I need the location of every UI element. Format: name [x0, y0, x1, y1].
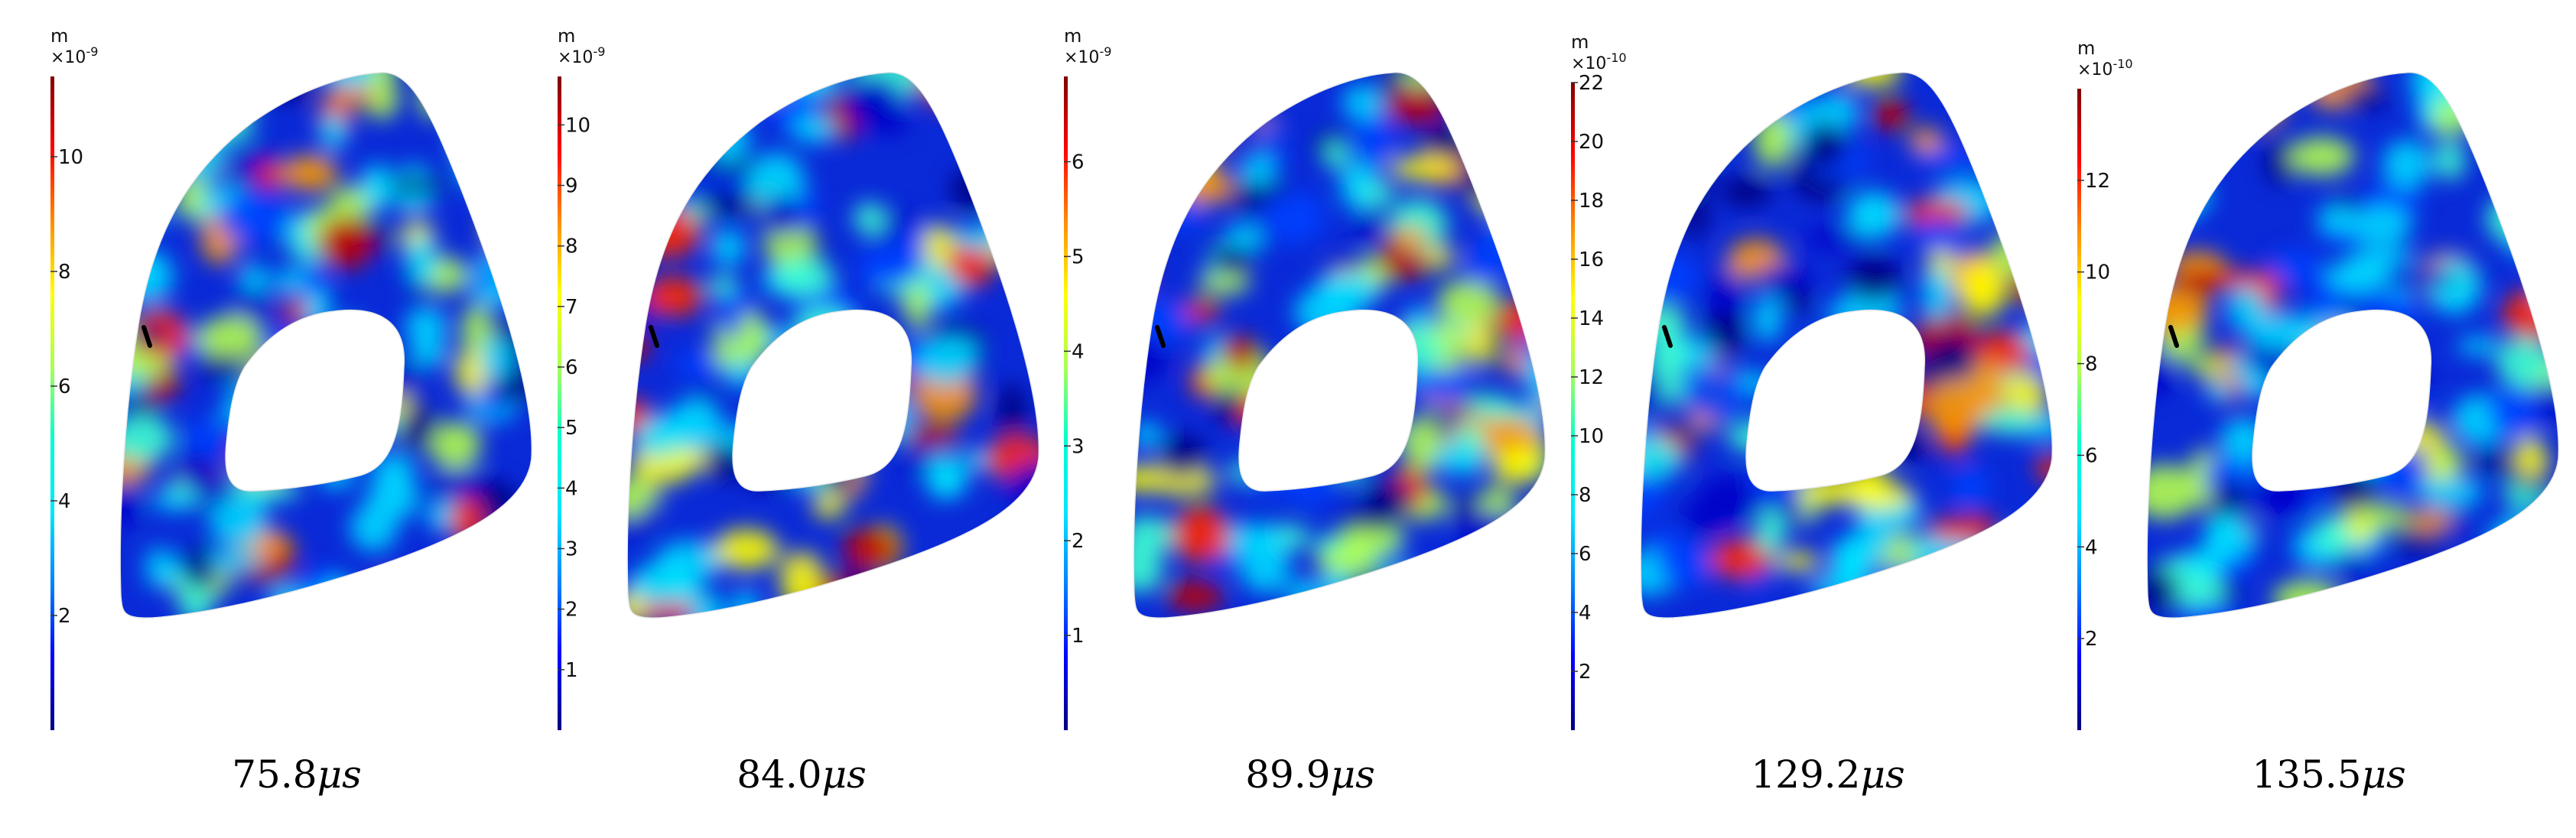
source-marker [141, 325, 152, 348]
domain-outline [1133, 71, 1547, 619]
colorbar-tick-label: 9 [565, 175, 578, 198]
panel-5: m×10-10 12 10 8 6 4 2 135.5μs [2077, 37, 2560, 797]
colorbar-tick-label: 4 [2085, 536, 2098, 559]
colorbar-tick-label: 8 [565, 235, 578, 258]
colorbar-tick-label: 12 [1579, 366, 1604, 389]
time-label: 135.5μs [2252, 752, 2405, 797]
colorbar: m×10-10 12 10 8 6 4 2 [2077, 37, 2133, 730]
colorbar-tick-label: 4 [565, 477, 578, 500]
time-label: 129.2μs [1751, 752, 1904, 797]
colorbar: m×10-9 6 5 4 3 2 1 [1064, 25, 1111, 730]
source-marker [1155, 325, 1166, 348]
colorbar-exponent: ×10-10 [2077, 57, 2133, 80]
colorbar-tick-label: 3 [565, 538, 578, 561]
colorbar-tick-label: 2 [1072, 530, 1085, 553]
colorbar-tick-label: 4 [1579, 602, 1592, 625]
colorbar-tick-label: 2 [1579, 661, 1592, 684]
colorbar-tick-label: 10 [565, 114, 590, 137]
domain-outline [626, 71, 1040, 619]
colorbar-strip [50, 76, 54, 730]
colorbar-tick-label: 4 [1072, 340, 1085, 363]
colorbar-unit: m [2077, 37, 2095, 59]
colorbar-strip [1064, 76, 1068, 730]
colorbar-tick-label: 10 [2085, 261, 2110, 284]
colorbar-tick-label: 8 [1579, 484, 1592, 507]
colorbar-strip [1571, 83, 1575, 730]
colorbar-tick-label: 20 [1579, 131, 1604, 154]
colorbar-unit: m [558, 25, 575, 47]
colorbar-tick-label: 5 [1072, 245, 1085, 268]
colorbar: m×10-9 10 9 8 7 6 5 4 3 2 1 [558, 25, 605, 730]
colorbar-tick-label: 6 [2085, 444, 2098, 467]
source-marker [649, 325, 659, 348]
colorbar-tick-label: 6 [1072, 151, 1085, 174]
panel-1: m×10-9 10 8 6 4 2 75.8μs [50, 25, 533, 797]
displacement-field [1641, 72, 2053, 619]
colorbar-tick-label: 14 [1579, 307, 1604, 330]
colorbar-tick-label: 10 [1579, 425, 1604, 448]
colorbar-tick-label: 6 [58, 375, 71, 398]
colorbar-tick-label: 1 [1072, 625, 1085, 648]
colorbar-unit: m [1571, 31, 1589, 53]
colorbar-tick-label: 22 [1579, 72, 1604, 95]
colorbar-tick-label: 4 [58, 490, 71, 513]
colorbar-tick-label: 5 [565, 417, 578, 440]
colorbar-tick-label: 6 [1579, 543, 1592, 566]
displacement-field [627, 72, 1039, 619]
colorbar-exponent: ×10-10 [1571, 50, 1627, 73]
colorbar-tick-label: 8 [58, 261, 71, 284]
colorbar-exponent: ×10-9 [1064, 44, 1111, 67]
colorbar-tick-label: 16 [1579, 248, 1604, 271]
domain-outline [2146, 71, 2560, 619]
source-marker [2168, 325, 2179, 348]
colorbar-tick-label: 18 [1579, 190, 1604, 213]
colorbar-unit: m [1064, 25, 1081, 47]
colorbar-tick-label: 6 [565, 356, 578, 379]
colorbar-tick-label: 12 [2085, 170, 2110, 193]
colorbar-exponent: ×10-9 [50, 44, 98, 67]
time-label: 89.9μs [1245, 752, 1374, 797]
colorbar-tick-label: 8 [2085, 353, 2098, 376]
colorbar-tick-label: 2 [2085, 628, 2098, 651]
colorbar-tick-label: 3 [1072, 435, 1085, 458]
colorbar-exponent: ×10-9 [558, 44, 605, 67]
panels-group: m×10-910864275.8μsm×10-91098765432184.0μ… [50, 25, 2560, 797]
colorbar-tick-label: 1 [565, 659, 578, 682]
colorbar-strip [2077, 89, 2081, 730]
domain-outline [1640, 71, 2054, 619]
displacement-field [2147, 72, 2559, 619]
colorbar-strip [558, 76, 561, 730]
colorbar-tick-label: 2 [565, 599, 578, 622]
time-label: 84.0μs [737, 752, 866, 797]
displacement-field [1134, 72, 1546, 619]
time-label: 75.8μs [232, 752, 361, 797]
colorbar-tick-label: 2 [58, 605, 71, 628]
colorbar: m×10-9 10 8 6 4 2 [50, 25, 98, 730]
colorbar-tick-label: 7 [565, 296, 578, 319]
displacement-field [120, 72, 532, 619]
panel-2: m×10-9 10 9 8 7 6 5 4 3 2 1 84.0μs [558, 25, 1040, 797]
colorbar-unit: m [50, 25, 68, 47]
colorbar-tick-label: 10 [58, 146, 83, 169]
domain-outline [119, 71, 533, 619]
source-marker [1662, 325, 1673, 348]
panel-3: m×10-9 6 5 4 3 2 1 89.9μs [1064, 25, 1547, 797]
